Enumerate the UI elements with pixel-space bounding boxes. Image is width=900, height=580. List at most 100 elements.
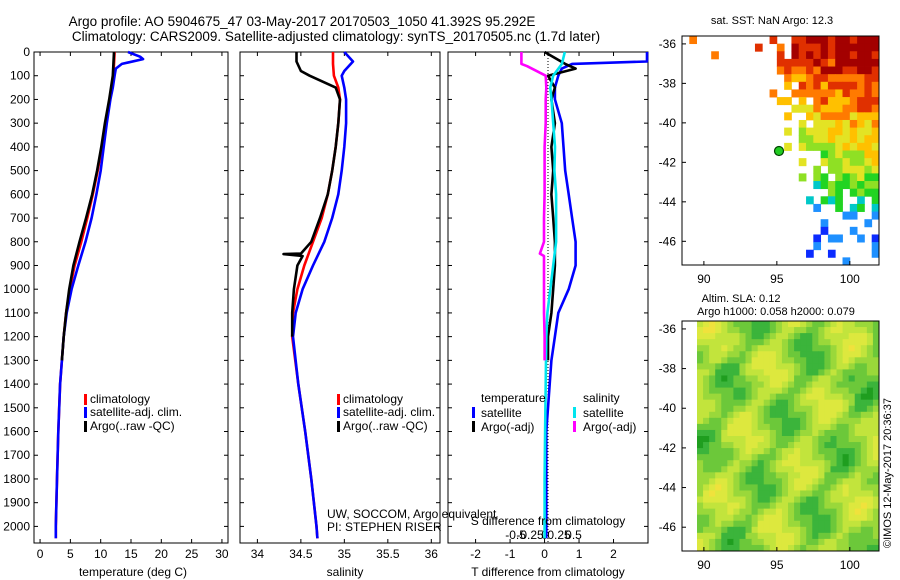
- sst-cell: [849, 181, 858, 190]
- sla-cell: [824, 484, 831, 491]
- sst-cell: [806, 135, 814, 144]
- sst-cell: [813, 112, 822, 121]
- sla-cell: [824, 333, 831, 340]
- sla-cell: [860, 411, 868, 419]
- sla-map-frame: [681, 320, 880, 552]
- sla-cell: [854, 369, 862, 376]
- sla-cell: [800, 478, 807, 485]
- sst-cell: [827, 112, 836, 121]
- sla-cell: [788, 423, 795, 431]
- sla-cell: [836, 484, 843, 491]
- sst-cell: [849, 36, 858, 45]
- salinity-x-axis: 34 34.5 35 35.5 36: [251, 52, 438, 561]
- t-difference-tick-label: 2: [610, 547, 617, 561]
- y-tick-label: 1600: [3, 425, 30, 439]
- sla-cell: [794, 472, 801, 479]
- sla-cell: [745, 399, 752, 407]
- sla-cell: [769, 393, 777, 401]
- y-tick-label: 500: [10, 164, 30, 178]
- sla-cell: [751, 375, 759, 382]
- sla-cell: [848, 448, 856, 455]
- sla-cell: [794, 339, 801, 346]
- sla-cell: [812, 339, 819, 346]
- sla-cell: [806, 429, 813, 437]
- sla-cell: [788, 357, 795, 364]
- sla-cell: [781, 502, 789, 510]
- legend-swatch-climatology: [84, 394, 87, 405]
- sla-cell: [866, 327, 874, 334]
- sla-cell: [836, 532, 843, 540]
- sst-cell: [871, 203, 880, 212]
- y-tick-label: 200: [10, 92, 30, 106]
- sla-cell: [703, 333, 710, 340]
- sla-cell: [806, 351, 813, 358]
- sst-cell: [835, 119, 843, 128]
- sla-cell: [806, 369, 813, 376]
- sla-cell: [800, 508, 807, 516]
- sst-cell: [835, 51, 843, 60]
- sla-cell: [854, 351, 862, 358]
- sla-cell: [806, 399, 813, 407]
- sst-cell: [835, 135, 843, 144]
- sst-cell: [849, 51, 858, 60]
- sst-cell: [827, 181, 836, 190]
- sst-cell: [820, 36, 829, 45]
- sla-cell: [763, 363, 771, 370]
- sst-heatmap: [689, 36, 880, 266]
- sla-cell: [757, 436, 765, 443]
- sst-cell: [864, 158, 873, 167]
- sla-cell: [745, 472, 752, 479]
- sla-cell: [800, 423, 807, 431]
- sla-cell: [860, 484, 868, 491]
- figure-title-line2: Climatology: CARS2009. Satellite-adjuste…: [72, 29, 600, 44]
- sla-cell: [769, 357, 777, 364]
- sla-cell: [800, 544, 807, 552]
- sla-cell: [860, 460, 868, 467]
- sla-cell: [697, 478, 704, 485]
- sla-cell: [794, 448, 801, 455]
- sst-cell: [871, 66, 880, 75]
- sla-cell: [872, 484, 880, 491]
- sla-cell: [824, 351, 831, 358]
- sla-cell: [733, 520, 740, 528]
- sla-cell: [848, 454, 856, 461]
- sla-cell: [781, 333, 789, 340]
- sla-cell: [806, 454, 813, 461]
- sla-cell: [854, 454, 862, 461]
- sla-cell: [745, 363, 752, 370]
- legend-swatch-t-argo: [472, 421, 475, 432]
- sla-cell: [751, 478, 759, 485]
- sla-cell: [727, 375, 734, 382]
- sla-cell: [806, 327, 813, 334]
- sla-cell: [806, 460, 813, 467]
- sla-cell: [872, 375, 880, 382]
- sla-cell: [848, 363, 856, 370]
- sst-cell: [849, 158, 858, 167]
- sla-cell: [703, 387, 710, 395]
- sla-cell: [812, 538, 819, 546]
- sla-cell: [812, 429, 819, 437]
- sst-cell: [827, 165, 836, 174]
- sla-cell: [727, 478, 734, 485]
- sla-cell: [854, 387, 862, 395]
- sla-cell: [721, 369, 728, 376]
- profile-line-salinity-satellite: [543, 51, 567, 539]
- sla-cell: [739, 454, 746, 461]
- sla-cell: [788, 538, 795, 546]
- sst-cell: [864, 66, 873, 75]
- sla-cell: [769, 454, 777, 461]
- sst-cell: [820, 158, 829, 167]
- sla-cell: [721, 490, 728, 497]
- sla-cell: [806, 357, 813, 364]
- sla-cell: [836, 399, 843, 407]
- sla-cell: [830, 369, 837, 376]
- sla-cell: [751, 538, 759, 546]
- sla-cell: [727, 363, 734, 370]
- sla-cell: [727, 436, 734, 443]
- sla-cell: [775, 339, 783, 346]
- sst-cell: [813, 66, 822, 75]
- sst-cell: [871, 127, 880, 136]
- sla-cell: [836, 429, 843, 437]
- sla-cell: [860, 544, 868, 552]
- sla-cell: [697, 363, 704, 370]
